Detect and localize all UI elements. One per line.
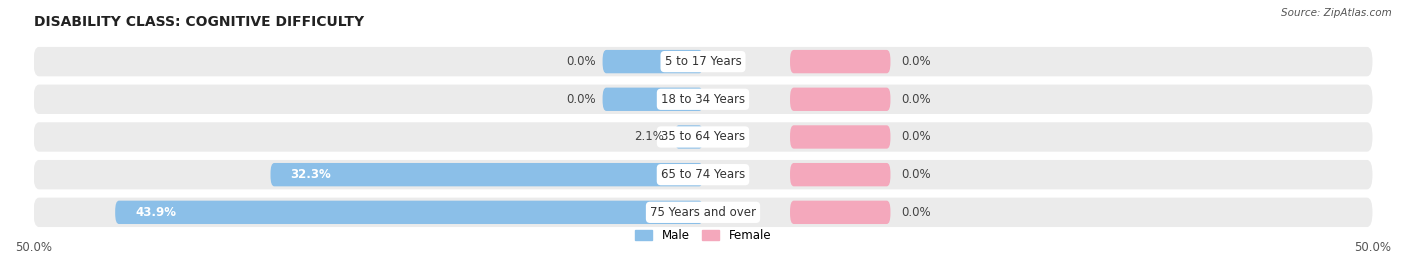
FancyBboxPatch shape [34,160,1372,189]
FancyBboxPatch shape [790,125,890,149]
Text: 0.0%: 0.0% [567,55,596,68]
Text: 5 to 17 Years: 5 to 17 Years [665,55,741,68]
FancyBboxPatch shape [34,122,1372,152]
Text: 35 to 64 Years: 35 to 64 Years [661,130,745,143]
Text: 2.1%: 2.1% [634,130,664,143]
FancyBboxPatch shape [34,198,1372,227]
Text: 0.0%: 0.0% [901,130,931,143]
Text: 0.0%: 0.0% [901,93,931,106]
Text: 65 to 74 Years: 65 to 74 Years [661,168,745,181]
FancyBboxPatch shape [790,201,890,224]
FancyBboxPatch shape [790,163,890,186]
FancyBboxPatch shape [603,50,703,73]
Text: 43.9%: 43.9% [135,206,176,219]
Text: 0.0%: 0.0% [901,206,931,219]
Text: DISABILITY CLASS: COGNITIVE DIFFICULTY: DISABILITY CLASS: COGNITIVE DIFFICULTY [34,15,364,29]
FancyBboxPatch shape [603,88,703,111]
FancyBboxPatch shape [34,47,1372,76]
Text: Source: ZipAtlas.com: Source: ZipAtlas.com [1281,8,1392,18]
FancyBboxPatch shape [675,125,703,149]
Text: 75 Years and over: 75 Years and over [650,206,756,219]
Text: 18 to 34 Years: 18 to 34 Years [661,93,745,106]
Text: 0.0%: 0.0% [567,93,596,106]
Text: 0.0%: 0.0% [901,55,931,68]
FancyBboxPatch shape [115,201,703,224]
FancyBboxPatch shape [34,84,1372,114]
FancyBboxPatch shape [270,163,703,186]
Text: 32.3%: 32.3% [291,168,332,181]
FancyBboxPatch shape [790,50,890,73]
Text: 0.0%: 0.0% [901,168,931,181]
Legend: Male, Female: Male, Female [630,224,776,247]
FancyBboxPatch shape [790,88,890,111]
